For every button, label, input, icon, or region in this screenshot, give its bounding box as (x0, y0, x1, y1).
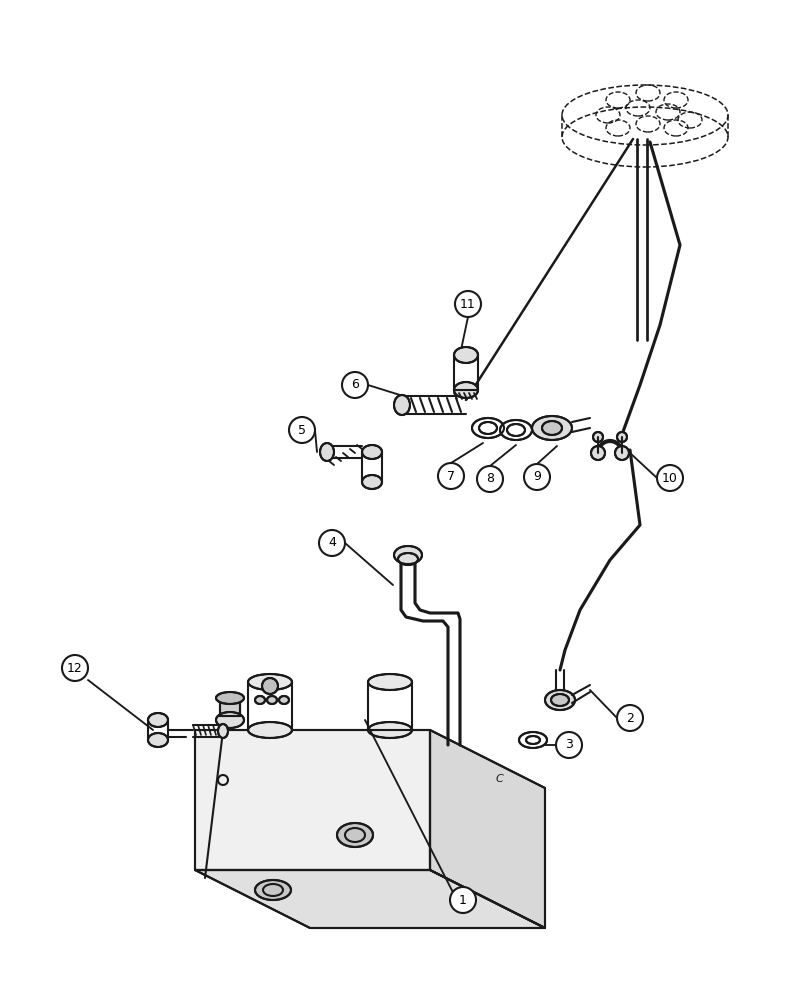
Polygon shape (195, 870, 545, 928)
Ellipse shape (362, 475, 382, 489)
Ellipse shape (216, 692, 244, 704)
Ellipse shape (148, 733, 168, 747)
Ellipse shape (532, 416, 572, 440)
Circle shape (617, 705, 643, 731)
Ellipse shape (362, 445, 382, 459)
Text: C: C (495, 774, 503, 784)
Circle shape (342, 372, 368, 398)
Ellipse shape (255, 696, 265, 704)
Circle shape (450, 887, 476, 913)
Ellipse shape (148, 713, 168, 727)
Text: 9: 9 (533, 471, 541, 484)
Circle shape (556, 732, 582, 758)
Ellipse shape (368, 722, 412, 738)
Text: 7: 7 (447, 470, 455, 483)
Ellipse shape (545, 690, 575, 710)
Polygon shape (430, 730, 545, 928)
Circle shape (524, 464, 550, 490)
Text: 8: 8 (486, 473, 494, 486)
Circle shape (262, 678, 278, 694)
Circle shape (455, 291, 481, 317)
Polygon shape (195, 730, 430, 870)
Ellipse shape (337, 823, 373, 847)
Ellipse shape (479, 422, 497, 434)
Ellipse shape (551, 694, 569, 706)
Ellipse shape (368, 674, 412, 690)
Text: 10: 10 (662, 472, 678, 485)
Text: 12: 12 (67, 662, 83, 674)
Text: 1: 1 (459, 894, 467, 906)
Circle shape (289, 417, 315, 443)
Circle shape (617, 432, 627, 442)
Circle shape (591, 446, 605, 460)
Polygon shape (220, 698, 240, 716)
Ellipse shape (500, 420, 532, 440)
Text: 2: 2 (626, 712, 634, 724)
Text: 11: 11 (460, 298, 476, 310)
Ellipse shape (248, 674, 292, 690)
Ellipse shape (394, 546, 422, 564)
Ellipse shape (542, 421, 562, 435)
Circle shape (319, 530, 345, 556)
Ellipse shape (398, 553, 418, 565)
Ellipse shape (519, 732, 547, 748)
Circle shape (657, 465, 683, 491)
Ellipse shape (472, 418, 504, 438)
Ellipse shape (279, 696, 289, 704)
Text: 4: 4 (328, 536, 336, 550)
Circle shape (477, 466, 503, 492)
Ellipse shape (507, 424, 525, 436)
Ellipse shape (454, 347, 478, 363)
Circle shape (593, 432, 603, 442)
Text: 5: 5 (298, 424, 306, 436)
Ellipse shape (394, 395, 410, 415)
Ellipse shape (218, 724, 228, 738)
Ellipse shape (248, 722, 292, 738)
Ellipse shape (255, 880, 291, 900)
Text: 3: 3 (565, 738, 573, 752)
Ellipse shape (267, 696, 277, 704)
Ellipse shape (526, 736, 540, 744)
Circle shape (438, 463, 464, 489)
Ellipse shape (216, 712, 244, 728)
Circle shape (615, 446, 629, 460)
Ellipse shape (320, 443, 334, 461)
Ellipse shape (454, 382, 478, 398)
Text: 6: 6 (351, 378, 359, 391)
Circle shape (62, 655, 88, 681)
